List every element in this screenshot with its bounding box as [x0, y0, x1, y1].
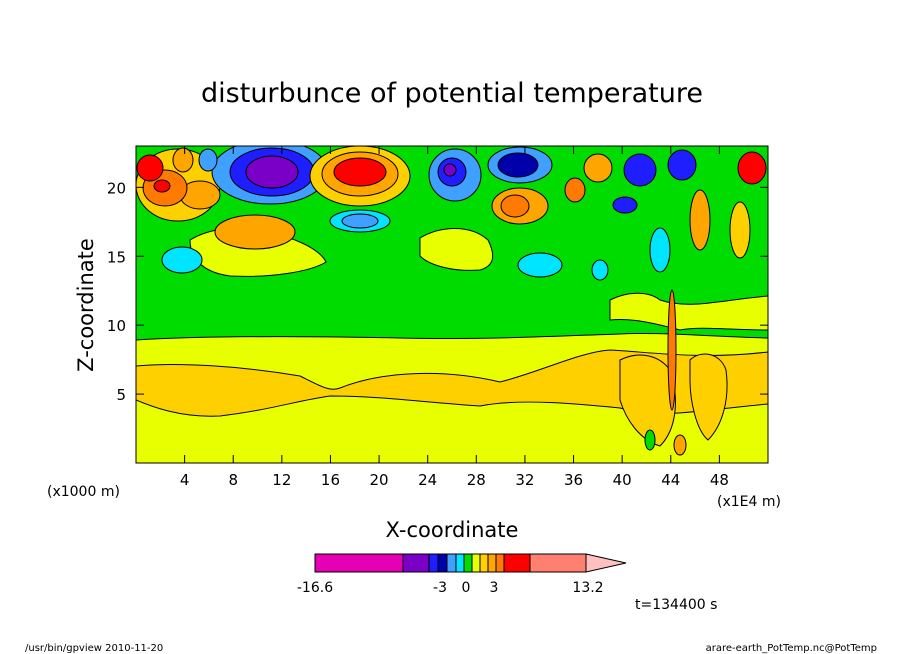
- x-tick-label: 28: [467, 471, 486, 489]
- orange-cell: [673, 434, 687, 456]
- blue-cell: [341, 213, 379, 229]
- orange-streak: [667, 289, 677, 411]
- upper-yellow-patch-2: [419, 228, 494, 271]
- y-axis-title: Z-coordinate: [74, 238, 98, 372]
- y-tick-label: 15: [107, 248, 126, 266]
- purple-cell: [245, 155, 299, 189]
- x-tick-label: 40: [613, 471, 632, 489]
- x-axis: 4 8 12 16 20 24 28 32 36 40 44 48: [180, 146, 729, 489]
- cyan-cell: [649, 227, 671, 273]
- cyan-cell: [517, 252, 563, 278]
- time-label: t=134400 s: [635, 597, 717, 613]
- red-cell: [737, 151, 767, 185]
- blue-cell: [198, 148, 218, 172]
- x-tick-label: 8: [228, 471, 238, 489]
- colorbar-segment: [495, 553, 505, 573]
- plot-frame: [135, 145, 769, 464]
- orange-cell: [172, 147, 194, 173]
- blue-cell: [667, 149, 697, 181]
- cyan-cell: [161, 246, 203, 274]
- colorbar-segment: [446, 553, 457, 573]
- chart-title: disturbunce of potential temperature: [201, 78, 703, 109]
- y-tick-label: 20: [107, 179, 126, 197]
- colorbar-segment: [455, 553, 465, 573]
- x-tick-label: 24: [418, 471, 437, 489]
- x-tick-label: 44: [661, 471, 680, 489]
- colorbar-label-3: 3: [490, 580, 499, 596]
- x-tick-label: 4: [180, 471, 190, 489]
- turbulence-region: [609, 292, 768, 331]
- colorbar-segment: [428, 553, 439, 573]
- colorbar-arrow: [585, 553, 627, 573]
- red-cell: [153, 179, 171, 193]
- x-axis-title: X-coordinate: [386, 518, 519, 542]
- blue-cell: [497, 152, 539, 178]
- blue-cell: [612, 196, 638, 214]
- colorbar-max-label: 13.2: [572, 580, 603, 596]
- colorbar-segment: [529, 553, 587, 573]
- red-cell: [136, 154, 164, 182]
- turbulence-patch: [619, 354, 676, 447]
- colorbar-label-0: 0: [462, 580, 471, 596]
- x-tick-label: 36: [564, 471, 583, 489]
- y-tick-label: 10: [107, 317, 126, 335]
- orange-cell: [583, 153, 613, 183]
- colorbar-segment: [463, 553, 473, 573]
- yellow-cell: [729, 201, 751, 259]
- blue-cell: [623, 153, 657, 187]
- orange-cell: [689, 189, 711, 251]
- orange-patch-1: [214, 214, 296, 250]
- contour-field: [136, 146, 768, 463]
- purple-cell: [443, 163, 457, 177]
- turbulence-patch: [689, 353, 728, 441]
- x-unit-right: (x1E4 m): [717, 494, 781, 510]
- x-tick-label: 48: [710, 471, 729, 489]
- x-tick-label: 20: [370, 471, 389, 489]
- colorbar-min-label: -16.6: [297, 580, 333, 596]
- footer-right: arare-earth_PotTemp.nc@PotTemp: [706, 643, 877, 654]
- y-tick-label: 5: [116, 386, 126, 404]
- colorbar-segment: [471, 553, 481, 573]
- colorbar: [314, 553, 627, 573]
- colorbar-segment: [402, 553, 430, 573]
- cyan-cell: [591, 259, 609, 281]
- colorbar-label-neg3: -3: [433, 580, 447, 596]
- orange-cell: [564, 177, 586, 203]
- green-cell: [644, 429, 656, 451]
- colorbar-segment: [437, 553, 448, 573]
- x-tick-label: 16: [321, 471, 340, 489]
- colorbar-segment: [503, 553, 531, 573]
- orange-cell: [500, 194, 530, 218]
- colorbar-segment: [314, 553, 404, 573]
- x-tick-label: 12: [272, 471, 291, 489]
- colorbar-segment: [487, 553, 497, 573]
- colorbar-segment: [479, 553, 489, 573]
- footer-left: /usr/bin/gpview 2010-11-20: [25, 643, 163, 654]
- x-tick-label: 32: [515, 471, 534, 489]
- red-cell: [333, 157, 387, 187]
- x-unit-left: (x1000 m): [47, 484, 120, 500]
- y-axis: 5 10 15 20: [107, 179, 768, 404]
